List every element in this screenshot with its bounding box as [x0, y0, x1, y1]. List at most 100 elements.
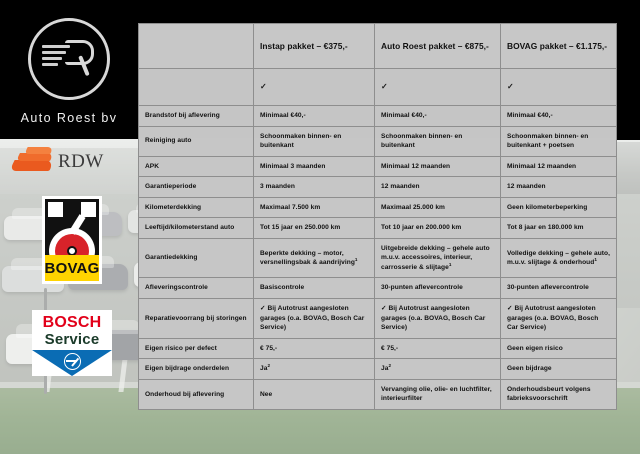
- row-label: Reparatievoorrang bij storingen: [138, 298, 254, 339]
- footnote-marker: 1: [448, 261, 452, 267]
- column-header-instap-pakket: Instap pakket – €375,-: [253, 23, 375, 69]
- table-cell: 12 maanden: [500, 176, 617, 198]
- row-label: APK: [138, 156, 254, 178]
- check-icon: ✓: [381, 82, 388, 92]
- table-cell: Volledige dekking – gehele auto, m.u.v. …: [500, 238, 617, 279]
- bovag-notch-right: [81, 202, 96, 217]
- table-cell: ✓: [374, 68, 501, 106]
- check-icon: ✓: [507, 82, 514, 92]
- table-row: Afleveringscontrole Basiscontrole 30-punte…: [138, 277, 617, 300]
- table-cell: Geen bijdrage: [500, 358, 617, 380]
- footnote-marker: 2: [388, 363, 392, 369]
- row-label: Eigen risico per defect: [138, 338, 254, 360]
- table-row: Eigen risico per defect € 75,- € 75,- Geen …: [138, 338, 617, 360]
- table-cell: Beperkte dekking – motor, versnellingsba…: [253, 238, 375, 279]
- table-row: Reparatievoorrang bij storingen ✓ Bij Aut…: [138, 298, 617, 339]
- table-cell: Schoonmaken binnen- en buitenkant: [374, 126, 501, 157]
- table-cell: Basiscontrole: [253, 277, 375, 300]
- check-icon: ✓: [260, 82, 267, 92]
- package-comparison-table-wrapper: Instap pakket – €375,- Auto Roest pakket…: [138, 23, 617, 410]
- table-cell: ✓ Bij Autotrust aangesloten garages (o.a…: [374, 298, 501, 339]
- table-cell: ✓: [253, 68, 375, 106]
- column-header-auto-roest-pakket: Auto Roest pakket – €875,-: [374, 23, 501, 69]
- table-cell: Tot 10 jaar en 200.000 km: [374, 217, 501, 239]
- rdw-flame-icon: [9, 146, 56, 176]
- table-cell: Schoonmaken binnen- en buitenkant: [253, 126, 375, 157]
- column-header-feature: [138, 23, 254, 69]
- table-header: Instap pakket – €375,- Auto Roest pakket…: [138, 23, 617, 69]
- row-label: Brandstof bij aflevering: [138, 105, 254, 127]
- column-header-bovag-pakket: BOVAG pakket – €1.175,-: [500, 23, 617, 69]
- table-row: Garantieperiode 3 maanden 12 maanden 12 maa…: [138, 176, 617, 198]
- table-cell: 30-punten aflevercontrole: [374, 277, 501, 300]
- rdw-wordmark: RDW: [58, 150, 104, 172]
- bosch-armature-icon: [63, 353, 81, 370]
- bovag-logo: BOVAG: [42, 196, 102, 284]
- table-cell: Minimaal €40,-: [500, 105, 617, 127]
- row-label: Garantiedekking: [138, 238, 254, 279]
- table-cell: Vervanging olie, olie- en luchtfilter, i…: [374, 379, 501, 410]
- footnote-marker: 2: [267, 363, 271, 369]
- table-row: Reiniging auto Schoonmaken binnen- en bui…: [138, 126, 617, 157]
- table-row: Eigen bijdrage onderdelen Ja2 Ja2 Geen bijd…: [138, 358, 617, 380]
- table-cell: Minimaal 3 maanden: [253, 156, 375, 178]
- row-label: Reiniging auto: [138, 126, 254, 157]
- row-label: Garantieperiode: [138, 176, 254, 198]
- table-cell: Uitgebreide dekking – gehele auto m.u.v.…: [374, 238, 501, 279]
- table-cell: Maximaal 7.500 km: [253, 197, 375, 219]
- row-label: Leeftijd/kilometerstand auto: [138, 217, 254, 239]
- emblem-letter-r-icon: [65, 40, 97, 77]
- table-cell: Geen kilometerbeperking: [500, 197, 617, 219]
- table-cell: Minimaal 12 maanden: [374, 156, 501, 178]
- table-row: Kilometerdekking Maximaal 7.500 km Maximaa…: [138, 197, 617, 219]
- bosch-service-logo: BOSCH Service: [32, 310, 112, 376]
- bovag-wordmark: BOVAG: [44, 259, 100, 277]
- company-name: Auto Roest bv: [20, 111, 118, 125]
- table-cell: 3 maanden: [253, 176, 375, 198]
- bosch-chevron: [32, 350, 112, 376]
- row-label: Kilometerdekking: [138, 197, 254, 219]
- table-row: Garantiedekking Beperkte dekking – motor,…: [138, 238, 617, 279]
- table-cell: ✓ Bij Autotrust aangesloten garages (o.a…: [500, 298, 617, 339]
- table-cell: € 75,-: [374, 338, 501, 360]
- brand-logo-panel: Auto Roest bv: [0, 0, 138, 139]
- emblem-speed-lines-icon: [42, 45, 70, 69]
- row-label: Afleveringscontrole: [138, 277, 254, 300]
- table-cell: Nee: [253, 379, 375, 410]
- table-cell: Geen eigen risico: [500, 338, 617, 360]
- table-cell: Schoonmaken binnen- en buitenkant + poet…: [500, 126, 617, 157]
- row-label: [138, 68, 254, 106]
- table-row: ✓ ✓ ✓: [138, 68, 617, 106]
- bovag-notch-left: [48, 202, 63, 217]
- table-cell: Onderhoudsbeurt volgens fabrieksvoorschr…: [500, 379, 617, 410]
- table-cell: Minimaal 12 maanden: [500, 156, 617, 178]
- row-label: Eigen bijdrage onderdelen: [138, 358, 254, 380]
- table-header-row: Instap pakket – €375,- Auto Roest pakket…: [138, 23, 617, 69]
- table-cell: 30-punten aflevercontrole: [500, 277, 617, 300]
- table-cell: Ja2: [374, 358, 501, 380]
- table-row: Brandstof bij aflevering Minimaal €40,- Mi…: [138, 105, 617, 127]
- auto-roest-emblem-icon: [28, 18, 110, 100]
- footnote-marker: 1: [354, 256, 358, 262]
- footnote-marker: 1: [594, 256, 597, 262]
- table-body: ✓ ✓ ✓ Brandstof bij aflevering Minimaal €40,…: [138, 68, 617, 410]
- table-cell: Maximaal 25.000 km: [374, 197, 501, 219]
- bosch-wordmark: BOSCH: [42, 314, 102, 331]
- bosch-service-label: Service: [44, 331, 100, 348]
- row-label: Onderhoud bij aflevering: [138, 379, 254, 410]
- table-cell: Minimaal €40,-: [374, 105, 501, 127]
- rdw-logo: RDW: [9, 144, 130, 178]
- table-row: APK Minimaal 3 maanden Minimaal 12 maanden…: [138, 156, 617, 178]
- package-comparison-table: Instap pakket – €375,- Auto Roest pakket…: [138, 23, 617, 410]
- table-cell: Tot 15 jaar en 250.000 km: [253, 217, 375, 239]
- table-cell: € 75,-: [253, 338, 375, 360]
- table-cell: Ja2: [253, 358, 375, 380]
- table-row: Onderhoud bij aflevering Nee Vervanging ol…: [138, 379, 617, 410]
- table-row: Leeftijd/kilometerstand auto Tot 15 jaar …: [138, 217, 617, 239]
- right-black-gutter: [616, 0, 640, 140]
- table-cell: 12 maanden: [374, 176, 501, 198]
- table-cell: Tot 8 jaar en 180.000 km: [500, 217, 617, 239]
- table-cell: Minimaal €40,-: [253, 105, 375, 127]
- table-cell: ✓: [500, 68, 617, 106]
